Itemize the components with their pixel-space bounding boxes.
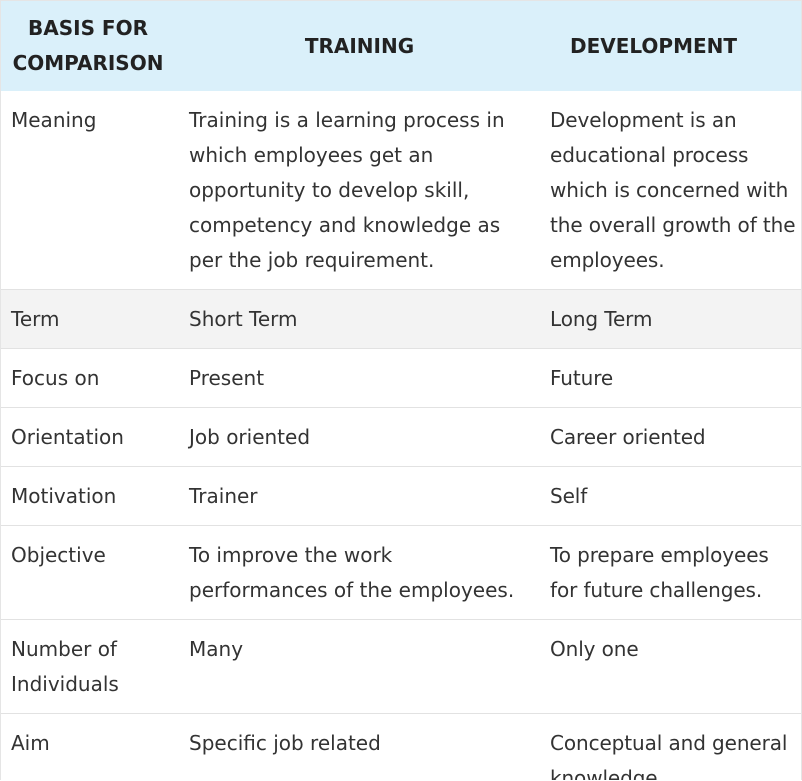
table-row-meaning: Meaning Training is a learning process i…: [1, 91, 801, 290]
header-basis-for-comparison: BASIS FOR COMPARISON: [12, 16, 164, 75]
table-row-term: Term Short Term Long Term: [1, 289, 801, 349]
development-cell: Self: [540, 466, 801, 526]
development-cell: Development is an educational process wh…: [550, 108, 796, 272]
training-cell: Training is a learning process in which …: [189, 108, 505, 272]
table-row-focus-on: Focus on Present Future: [1, 348, 801, 408]
development-cell: Long Term: [540, 289, 801, 349]
training-cell: Trainer: [179, 466, 540, 526]
row-label: Term: [1, 289, 179, 349]
table-row-objective: Objective To improve the work performanc…: [1, 525, 801, 620]
row-label: Orientation: [1, 407, 179, 467]
row-label: Meaning: [11, 108, 97, 132]
table-row-number-of-individuals: Number of Individuals Many Only one: [1, 619, 801, 714]
development-cell: Future: [540, 348, 801, 408]
training-cell: Job oriented: [179, 407, 540, 467]
header-training: TRAINING: [304, 33, 415, 58]
training-cell: To improve the work performances of the …: [179, 525, 540, 620]
table-row-motivation: Motivation Trainer Self: [1, 466, 801, 526]
training-cell: Short Term: [179, 289, 540, 349]
table-row-orientation: Orientation Job oriented Career oriented: [1, 407, 801, 467]
development-cell: Career oriented: [540, 407, 801, 467]
training-cell: Specific job related: [179, 713, 540, 780]
development-cell: To prepare employees for future challeng…: [540, 525, 801, 620]
row-label: Aim: [1, 713, 179, 780]
development-cell: Only one: [540, 619, 801, 714]
row-label: Focus on: [1, 348, 179, 408]
table-row-aim: Aim Specific job related Conceptual and …: [1, 713, 801, 780]
development-cell: Conceptual and general knowledge: [540, 713, 801, 780]
row-label: Motivation: [1, 466, 179, 526]
row-label: Objective: [1, 525, 179, 620]
header-development: DEVELOPMENT: [569, 33, 738, 58]
table-header-row: BASIS FOR COMPARISON TRAINING DEVELOPMEN…: [1, 1, 801, 91]
training-cell: Many: [179, 619, 540, 714]
row-label: Number of Individuals: [1, 619, 179, 714]
training-cell: Present: [179, 348, 540, 408]
